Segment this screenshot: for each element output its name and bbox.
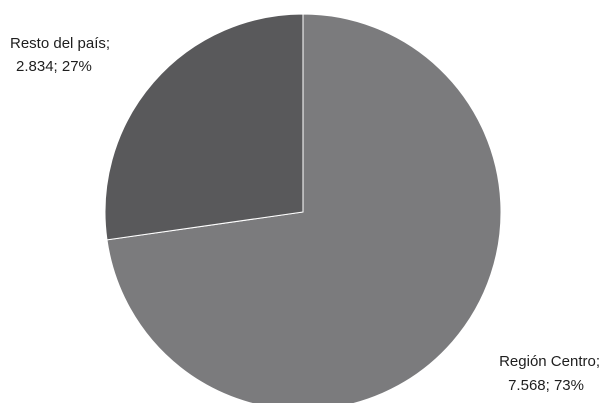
slice-value-region-centro: 7.568; 73% bbox=[508, 377, 584, 394]
slice-label-resto-del-pais: Resto del país; bbox=[10, 35, 111, 52]
pie-slice-region-centro bbox=[106, 13, 502, 403]
slice-label-region-centro: Región Centro; bbox=[499, 353, 600, 370]
pie-slice-resto-del-pais bbox=[104, 13, 304, 241]
slice-value-resto-del-pais: 2.834; 27% bbox=[16, 58, 92, 75]
